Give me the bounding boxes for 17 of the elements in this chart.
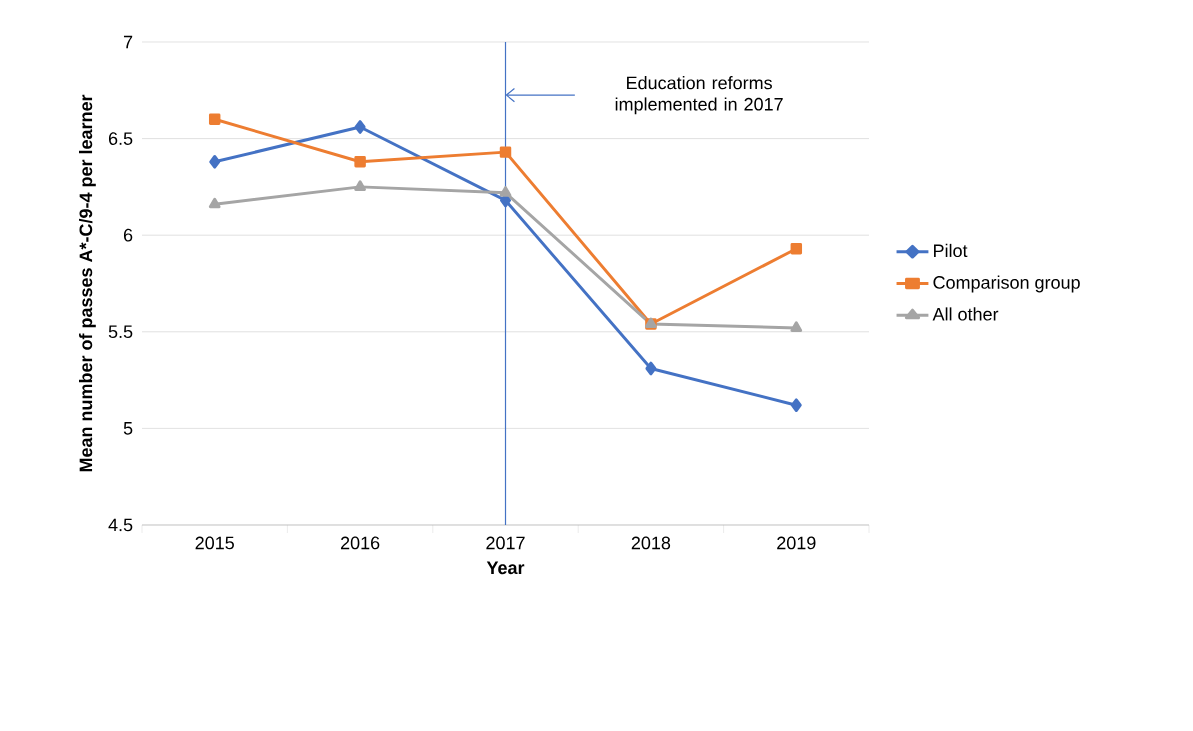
y-tick-label: 6 — [123, 228, 133, 242]
x-tick-label: 2016 — [340, 536, 380, 550]
annotation: Education reforms implemented in 2017 — [615, 76, 783, 115]
y-tick-label: 5.5 — [108, 325, 133, 339]
legend-label: Comparison group — [933, 275, 1080, 293]
y-tick-label: 4.5 — [108, 518, 133, 532]
legend-label: Pilot — [934, 243, 968, 258]
x-tick-label: 2017 — [486, 536, 525, 550]
x-axis-title: Year — [486, 561, 525, 575]
y-tick-label: 7 — [123, 35, 133, 49]
y-tick-label: 6.5 — [108, 132, 133, 145]
x-tick-label: 2015 — [195, 536, 234, 550]
x-tick-label: 2019 — [777, 536, 816, 550]
y-axis-title: Mean number of passes A*-C/9-4 per learner — [79, 94, 96, 472]
y-tick-label: 5 — [123, 422, 133, 435]
legend-label: All other — [932, 307, 999, 321]
x-tick-label: 2018 — [631, 536, 671, 550]
